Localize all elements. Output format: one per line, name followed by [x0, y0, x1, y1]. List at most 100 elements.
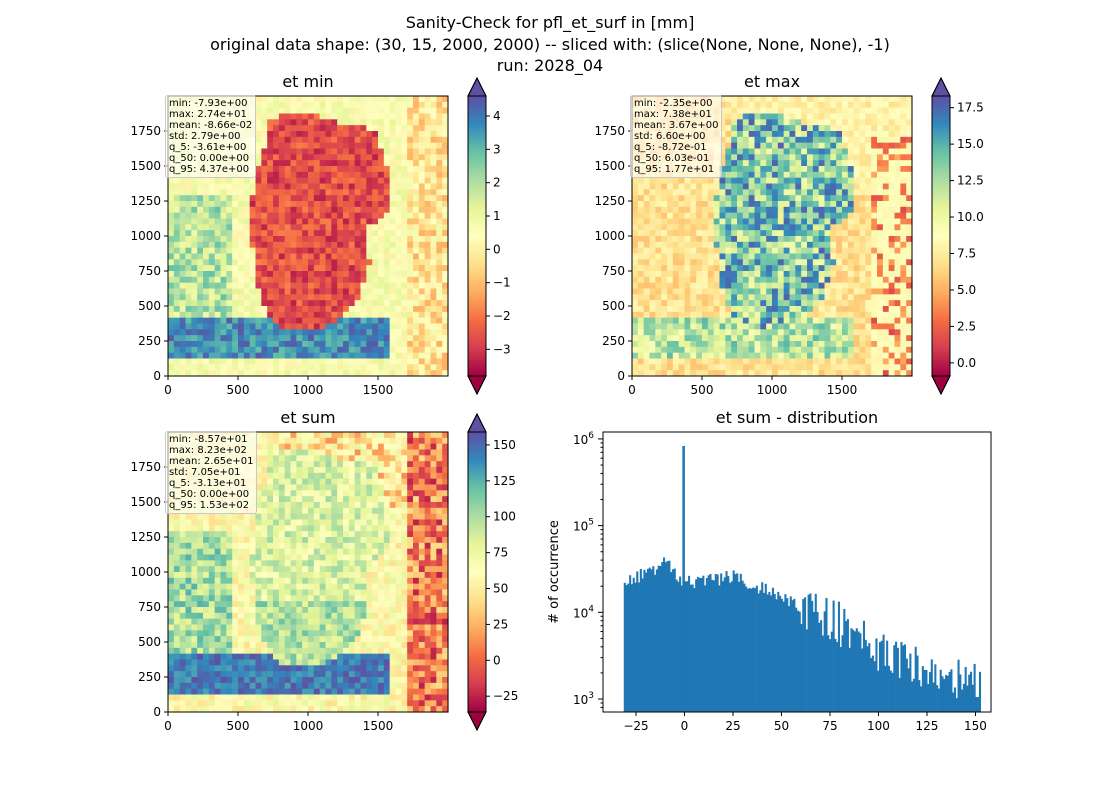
heatmap-cell [649, 183, 656, 190]
heatmap-cell [203, 323, 210, 330]
heatmap-cell [877, 101, 884, 109]
heatmap-cell [296, 148, 303, 155]
heatmap-cell [378, 341, 385, 348]
heatmap-cell [331, 346, 338, 354]
heatmap-cell [436, 107, 443, 115]
heatmap-cell [319, 364, 327, 371]
heatmap-cell [168, 346, 175, 354]
heatmap-cell [865, 329, 872, 336]
heatmap-cell [760, 218, 767, 225]
heatmap-cell [296, 432, 303, 439]
heatmap-cell [772, 329, 779, 336]
heatmap-cell [360, 455, 367, 462]
heatmap-cell [296, 218, 303, 225]
heatmap-cell [818, 259, 826, 266]
heatmap-cell [313, 171, 321, 179]
heatmap-cell [238, 294, 245, 301]
heatmap-cell [690, 341, 697, 348]
heatmap-cell [220, 288, 227, 295]
heatmap-cell [290, 113, 297, 120]
heatmap-cell [395, 341, 402, 348]
heatmap-cell [801, 154, 808, 161]
heatmap-cell [249, 311, 257, 319]
heatmap-cell [255, 154, 262, 161]
heatmap-cell [725, 341, 732, 348]
heatmap-cell [313, 370, 321, 377]
heatmap-cell [871, 352, 878, 360]
heatmap-cell [267, 160, 274, 167]
heatmap-cell [179, 370, 187, 377]
heatmap-cell [754, 160, 761, 167]
heatmap-cell [731, 282, 738, 290]
heatmap-cell [343, 311, 350, 319]
heatmap-cell [273, 136, 280, 144]
heatmap-cell [343, 265, 350, 272]
heatmap-cell [754, 259, 761, 266]
heatmap-cell [678, 346, 686, 354]
heatmap-cell [343, 224, 350, 231]
heatmap-cell [430, 358, 437, 365]
heatmap-cell [655, 311, 662, 319]
heatmap-cell [395, 282, 402, 290]
heatmap-cell [672, 177, 680, 185]
heatmap-cell [812, 201, 820, 208]
heatmap-cell [713, 358, 721, 365]
heatmap-cell [713, 300, 721, 307]
heatmap-cell [719, 300, 726, 307]
heatmap-cell [197, 271, 204, 278]
heatmap-cell [407, 113, 414, 120]
heatmap-cell [360, 437, 367, 445]
heatmap-cell [754, 364, 761, 371]
heatmap-cell [185, 201, 192, 208]
heatmap-cell [430, 449, 437, 456]
heatmap-cell [366, 101, 373, 109]
heatmap-cell [754, 142, 761, 150]
heatmap-cell [436, 370, 443, 377]
heatmap-cell [906, 160, 913, 167]
heatmap-cell [418, 136, 426, 144]
heatmap-cell [678, 265, 686, 272]
heatmap-cell [168, 195, 175, 202]
heatmap-cell [389, 224, 397, 231]
heatmap-cell [430, 282, 437, 290]
heatmap-cell [649, 195, 656, 202]
heatmap-cell [795, 212, 802, 220]
heatmap-cell [226, 352, 233, 360]
heatmap-cell [842, 358, 849, 365]
heatmap-cell [830, 311, 837, 319]
heatmap-cell [418, 265, 426, 272]
heatmap-cell [865, 183, 872, 190]
heatmap-cell [308, 142, 315, 150]
heatmap-cell [261, 370, 268, 377]
heatmap-cell [255, 259, 262, 266]
heatmap-cell [643, 183, 651, 190]
heatmap-cell [378, 455, 385, 462]
heatmap-cell [255, 346, 262, 354]
heatmap-cell [737, 189, 744, 196]
heatmap-cell [214, 323, 222, 330]
heatmap-cell [348, 183, 356, 190]
heatmap-cell [836, 282, 843, 290]
heatmap-cell [783, 131, 791, 138]
heatmap-cell [655, 300, 662, 307]
heatmap-cell [442, 335, 449, 342]
heatmap-cell [667, 259, 674, 266]
heatmap-cell [337, 125, 344, 132]
heatmap-cell [818, 253, 826, 260]
heatmap-cell [649, 288, 656, 295]
heatmap-cell [191, 236, 198, 243]
heatmap-cell [173, 282, 181, 290]
heatmap-cell [401, 113, 408, 120]
heatmap-cell [713, 341, 721, 348]
heatmap-cell [243, 352, 251, 360]
heatmap-cell [882, 142, 890, 150]
heatmap-cell [842, 276, 849, 284]
heatmap-cell [220, 306, 227, 313]
heatmap-cell [789, 125, 796, 132]
heatmap-cell [290, 218, 297, 225]
heatmap-cell [894, 206, 901, 214]
heatmap-cell [678, 236, 686, 243]
heatmap-cell [220, 317, 227, 325]
heatmap-cell [261, 265, 268, 272]
heatmap-cell [643, 265, 651, 272]
